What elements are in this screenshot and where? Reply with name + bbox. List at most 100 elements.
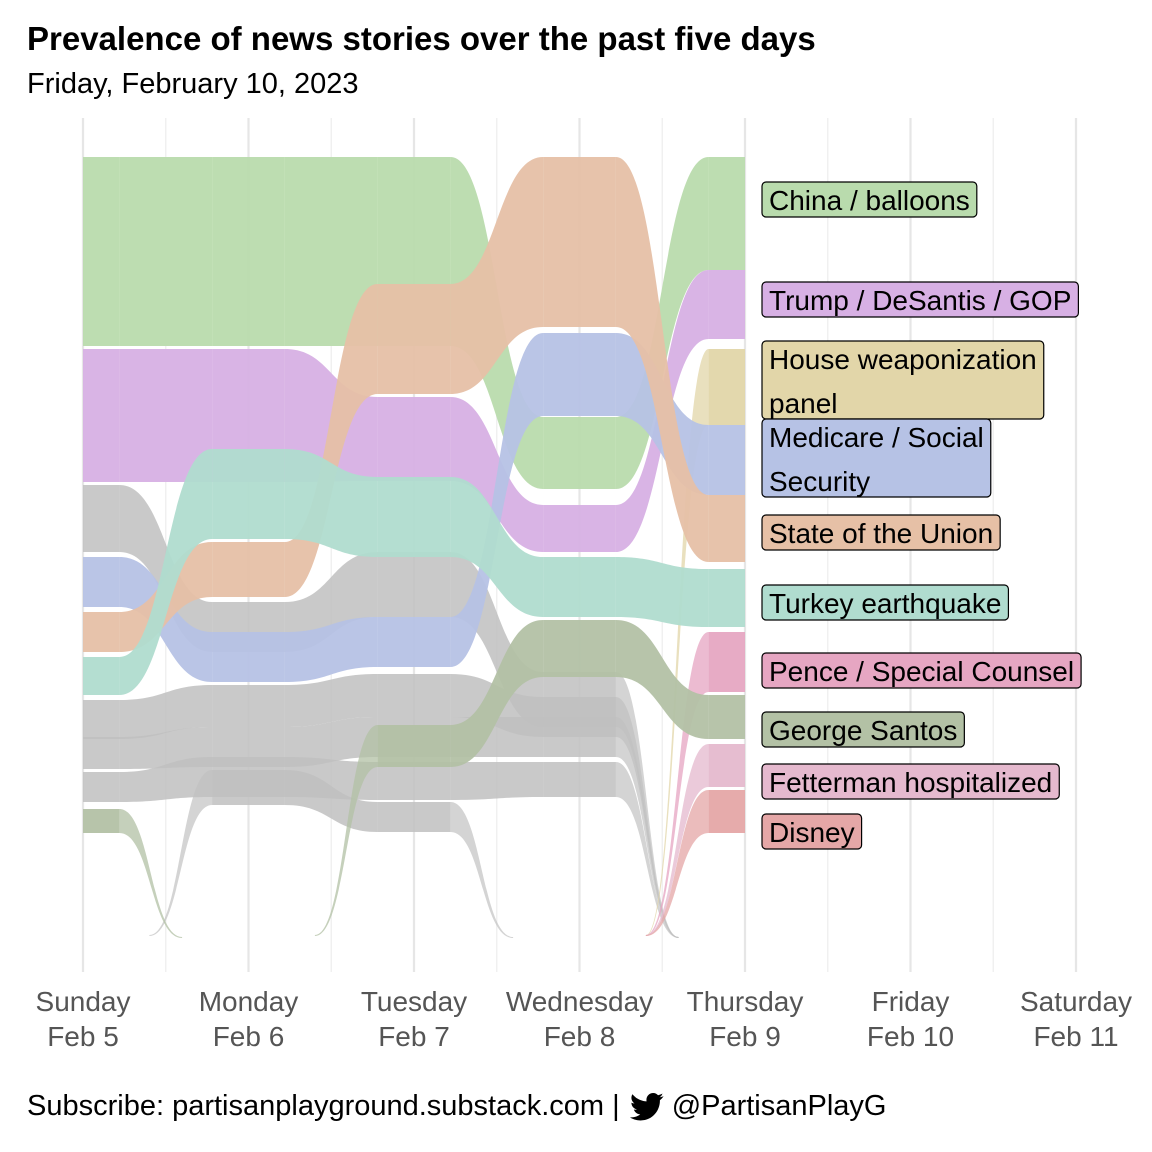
- other-topic-5-day-1: [212, 770, 285, 805]
- chart-area: Sunday Feb 5 Monday Feb 6 Tuesday Feb 7 Wednes…: [36, 118, 1133, 1052]
- x-tick-day-1: Monday: [199, 986, 299, 1017]
- series-5-day-0: [83, 657, 120, 695]
- series-1-flow-0: [119, 349, 213, 482]
- series-1-day-4: [708, 270, 745, 339]
- series-3-flow-2: [450, 333, 544, 667]
- series-4-flow-3: [615, 157, 709, 562]
- series-4-flow-2: [450, 157, 544, 394]
- x-axis-ticks: Sunday Feb 5 Monday Feb 6 Tuesday Feb 7 Wednes…: [36, 986, 1133, 1052]
- series-2-day-4: [708, 349, 745, 425]
- series-0-day-1: [212, 157, 285, 346]
- label-text-3-1: Security: [769, 466, 870, 497]
- series-7-day-3: [543, 620, 616, 677]
- label-6: Pence / Special Counsel: [761, 652, 1082, 689]
- series-8: [645, 744, 745, 936]
- series-4-day-3: [543, 157, 616, 327]
- label-5: Turkey earthquake: [761, 584, 1010, 621]
- footer: Subscribe: partisanplayground.substack.c…: [27, 1090, 886, 1123]
- twitter-bird-icon: [629, 1092, 664, 1122]
- series-9: [645, 790, 745, 936]
- label-text-2-1: panel: [769, 388, 838, 419]
- series-5-flow-2: [450, 477, 544, 617]
- series-8-entry-4: [645, 744, 709, 936]
- label-3: Medicare / Social Security: [761, 418, 992, 498]
- series-3-day-0: [83, 557, 120, 607]
- other-topic-4-exit-3: [615, 762, 679, 938]
- series-1-day-0: [83, 349, 120, 482]
- series-7-flow-2: [450, 620, 544, 767]
- label-7: George Santos: [761, 711, 965, 748]
- label-text-4-0: State of the Union: [769, 518, 993, 549]
- other-topic-3-day-0: [83, 737, 120, 769]
- series-3-day-1: [212, 632, 285, 682]
- other-topic-5-flow-1: [284, 770, 378, 832]
- x-tick-date-4: Feb 9: [709, 1021, 781, 1052]
- other-topic-4-flow-2: [450, 762, 544, 800]
- subscribe-text[interactable]: Subscribe: partisanplayground.substack.c…: [27, 1090, 620, 1122]
- series-4: [83, 157, 745, 652]
- x-tick-day-0: Sunday: [36, 986, 131, 1017]
- series-4-day-0: [83, 612, 120, 652]
- label-text-6-0: Pence / Special Counsel: [769, 656, 1074, 687]
- series-5-flow-3: [615, 557, 709, 627]
- series-9-day-4: [708, 790, 745, 833]
- series-4-day-4: [708, 495, 745, 562]
- series-7-day-2: [377, 725, 451, 767]
- series-2: [645, 349, 745, 936]
- series-5-day-3: [543, 557, 616, 617]
- label-text-1-0: Trump / DeSantis / GOP: [769, 285, 1071, 316]
- series-7: [83, 620, 745, 938]
- other-topic-4-day-3: [543, 762, 616, 797]
- other-topic-4-flow-0: [119, 757, 213, 802]
- x-tick-date-6: Feb 11: [1033, 1021, 1118, 1052]
- other-topic-1-flow-1: [284, 552, 378, 652]
- other-topic-3-day-3: [543, 717, 616, 757]
- twitter-handle[interactable]: @PartisanPlayG: [671, 1090, 887, 1122]
- series-7-entry-2: [314, 725, 378, 936]
- series-7-day-4: [708, 695, 745, 739]
- series-5-flow-0: [119, 449, 213, 695]
- series-5-day-1: [212, 449, 285, 539]
- other-topic-3-flow-1: [284, 717, 378, 767]
- x-tick-day-4: Thursday: [687, 986, 804, 1017]
- other-topic-3: [83, 717, 679, 938]
- other-topic-5: [149, 770, 514, 938]
- series-1-day-2: [377, 397, 451, 481]
- series-3-day-4: [708, 425, 745, 495]
- other-topic-5-day-2: [377, 802, 451, 832]
- series-0-day-4: [708, 157, 745, 270]
- label-text-2-0: House weaponization: [769, 344, 1037, 375]
- other-topic-4-day-2: [377, 762, 451, 800]
- stream-bands: [83, 157, 745, 938]
- label-text-3-0: Medicare / Social: [769, 422, 984, 453]
- other-topic-2-day-2: [377, 674, 451, 717]
- series-0-day-3: [543, 417, 616, 489]
- label-text-0-0: China / balloons: [769, 185, 970, 216]
- other-topic-4: [83, 757, 679, 938]
- series-3-day-3: [543, 333, 616, 416]
- x-tick-day-6: Saturday: [1020, 986, 1132, 1017]
- x-tick-date-0: Feb 5: [47, 1021, 119, 1052]
- x-tick-day-2: Tuesday: [361, 986, 467, 1017]
- series-1-flow-2: [450, 397, 544, 552]
- series-4-day-2: [377, 284, 451, 394]
- series-2-entry-4: [645, 349, 709, 936]
- series-1-day-3: [543, 505, 616, 552]
- series-5-flow-1: [284, 449, 378, 557]
- label-text-8-0: Fetterman hospitalized: [769, 767, 1052, 798]
- series-9-entry-4: [645, 790, 709, 936]
- series-7-exit-0: [119, 809, 183, 938]
- x-tick-date-5: Feb 10: [867, 1021, 954, 1052]
- x-tick-day-5: Friday: [872, 986, 950, 1017]
- other-topic-2-flow-0: [119, 685, 213, 739]
- chart-title: Prevalence of news stories over the past…: [27, 20, 816, 57]
- x-tick-date-1: Feb 6: [213, 1021, 285, 1052]
- series-7-flow-3: [615, 620, 709, 739]
- other-topic-2-day-0: [83, 700, 120, 739]
- other-topic-1-day-2: [377, 552, 451, 617]
- other-topic-2-flow-1: [284, 674, 378, 727]
- x-tick-day-3: Wednesday: [506, 986, 653, 1017]
- series-3-day-2: [377, 617, 451, 667]
- series-0-flow-1: [284, 157, 378, 346]
- label-text-7-0: George Santos: [769, 715, 957, 746]
